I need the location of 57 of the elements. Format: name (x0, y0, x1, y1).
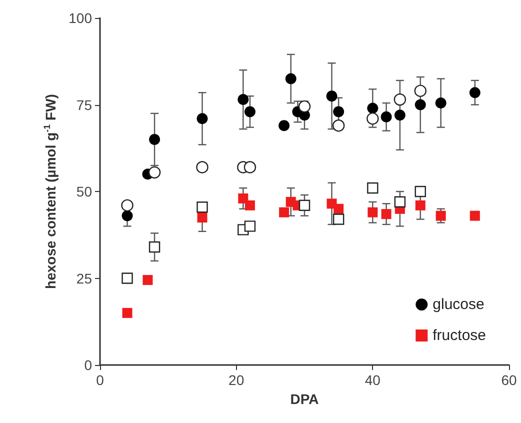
point (122, 210, 133, 222)
x-tick-label: 20 (228, 372, 244, 388)
legend-label: fructose (432, 327, 486, 344)
point (436, 210, 446, 221)
point (381, 209, 392, 220)
point (368, 207, 378, 218)
point (394, 110, 406, 121)
point (469, 87, 480, 98)
point (414, 99, 426, 110)
point (148, 166, 161, 179)
point (244, 220, 256, 232)
point (414, 84, 426, 97)
point (332, 214, 344, 225)
legend-label: glucose (432, 296, 484, 313)
point (238, 193, 248, 204)
point (148, 241, 160, 253)
y-tick-label: 0 (84, 357, 92, 373)
point (334, 204, 344, 214)
point (285, 73, 296, 84)
point (122, 308, 132, 318)
point (326, 90, 338, 102)
x-axis-title: DPA (290, 390, 319, 407)
x-tick-label: 60 (501, 372, 517, 388)
point (142, 274, 153, 285)
point (121, 199, 134, 212)
y-tick-label: 50 (76, 184, 92, 200)
point (298, 200, 310, 211)
point (244, 106, 256, 118)
point (149, 134, 160, 145)
point (394, 196, 406, 208)
point (238, 94, 249, 106)
point (414, 186, 426, 198)
y-tick-label: 25 (76, 270, 92, 286)
point (197, 212, 208, 223)
point (333, 106, 344, 118)
y-axis-title: hexose content (µmol g-1 FW) (42, 94, 59, 289)
point (279, 207, 290, 218)
point (196, 202, 208, 213)
x-tick-label: 0 (96, 372, 104, 388)
point (394, 93, 406, 106)
point (332, 119, 345, 132)
point (366, 112, 379, 125)
point (367, 182, 378, 194)
y-tick-label: 75 (76, 96, 92, 113)
point (415, 200, 426, 210)
point (367, 102, 378, 114)
point (470, 210, 480, 221)
point (380, 111, 392, 122)
point (196, 113, 208, 124)
point (196, 161, 208, 174)
point (435, 98, 446, 109)
x-tick-label: 40 (364, 372, 381, 388)
point (278, 120, 290, 132)
point (244, 200, 255, 210)
point (244, 161, 256, 174)
y-tick-label: 100 (68, 10, 92, 26)
point (122, 272, 133, 284)
